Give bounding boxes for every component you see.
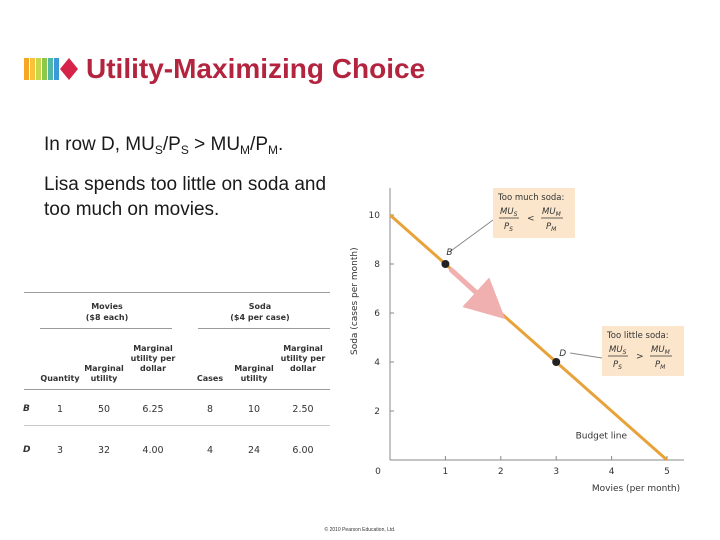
statement-line: In row D, MUS/PS > MUM/PM. (44, 134, 283, 157)
callout-heading: Too little soda: (606, 331, 669, 341)
row-divider (24, 425, 330, 426)
statement-sub: S (154, 143, 163, 157)
utility-table: Movies ($8 each) Soda ($4 per case) Quan… (20, 292, 330, 467)
cell-cases: 4 (206, 445, 214, 456)
cell-soda-mu: 10 (247, 404, 261, 415)
callout-den-right: PM (546, 222, 557, 233)
logo-bar-5 (48, 58, 53, 80)
col-movie-mupd: Marginal utility per dollar (130, 344, 176, 373)
logo-bar-6 (54, 58, 59, 80)
x-axis-label: Movies (per month) (592, 484, 680, 494)
callout-num-left: MUS (609, 345, 627, 356)
col-cases: Cases (196, 374, 224, 383)
cell-quantity: 3 (56, 445, 64, 456)
statement-part: . (278, 134, 284, 155)
copyright-footer: © 2010 Pearson Education, Ltd. (324, 527, 396, 533)
callout-box (602, 326, 684, 376)
col-quantity: Quantity (40, 374, 80, 383)
row-label: B (23, 404, 30, 414)
callout-leader-b (449, 219, 494, 253)
logo-bar-4 (42, 58, 47, 80)
x-tick-label: 4 (609, 467, 615, 477)
x-tick-label: 0 (375, 467, 381, 477)
chart-points: BD (441, 248, 566, 366)
callout-heading: Too much soda: (497, 193, 564, 203)
cell-soda-mu: 24 (247, 445, 261, 456)
x-tick-label: 3 (553, 467, 559, 477)
statement-sub: M (240, 143, 251, 157)
callout-operator: < (527, 214, 535, 224)
soda-group-header: Soda (248, 302, 272, 311)
budget-line-chart: Soda (cases per month) Movies (per month… (350, 188, 684, 494)
x-tick-label: 2 (498, 467, 504, 477)
y-tick-label: 4 (374, 358, 380, 368)
cell-movie-mupd: 4.00 (142, 445, 164, 456)
movies-group-rule (40, 328, 172, 329)
col-soda-mu: Marginal utility (234, 364, 274, 383)
y-tick-label: 10 (369, 211, 381, 221)
soda-group-rule (198, 328, 330, 329)
callout-too-much: Too much soda: MUS PS < MUM PM (493, 188, 575, 238)
statement-part: /P (162, 134, 181, 155)
callout-too-little: Too little soda: MUS PS > MUM PM (602, 326, 684, 376)
callout-den-left: PS (504, 222, 513, 233)
title-logo-icon (24, 58, 78, 80)
cell-movie-mu: 50 (97, 404, 111, 415)
movies-group-header: Movies (91, 302, 123, 311)
point-label: D (559, 349, 566, 359)
logo-bar-1 (24, 58, 29, 80)
logo-bar-3 (36, 58, 41, 80)
callout-num-left: MUS (500, 207, 518, 218)
explanation-paragraph: Lisa spends too little on soda and too m… (44, 174, 327, 220)
callout-num-right: MUM (651, 345, 671, 356)
statement-sub: M (268, 143, 278, 157)
budget-line-label: Budget line (576, 432, 628, 442)
y-tick-label: 6 (374, 309, 380, 319)
statement-part: /P (250, 134, 268, 155)
cell-quantity: 1 (56, 404, 64, 415)
cell-movie-mu: 32 (97, 445, 111, 456)
callout-box (493, 188, 575, 238)
logo-bar-2 (30, 58, 35, 80)
movement-arrow (448, 267, 506, 320)
callout-num-right: MUM (542, 207, 562, 218)
x-tick-label: 5 (664, 467, 670, 477)
point-d (552, 358, 561, 366)
cell-cases: 8 (206, 404, 214, 415)
y-tick-label: 2 (374, 407, 380, 417)
cell-soda-mupd: 2.50 (292, 404, 314, 415)
cell-soda-mupd: 6.00 (292, 445, 314, 456)
point-b (441, 260, 450, 268)
table-top-rule (24, 292, 330, 293)
col-movie-mu: Marginal utility (84, 364, 124, 383)
callout-den-left: PS (613, 360, 622, 371)
header-bottom-rule (24, 389, 330, 390)
budget-line (389, 213, 668, 462)
x-tick-label: 1 (443, 467, 449, 477)
soda-price: ($4 per case) (230, 313, 290, 322)
point-label: B (446, 248, 452, 258)
cell-movie-mupd: 6.25 (142, 404, 164, 415)
callout-leader-d (570, 352, 603, 359)
statement-part: In row D, MU (44, 134, 155, 155)
y-axis-label: Soda (cases per month) (350, 247, 360, 355)
col-soda-mupd: Marginal utility per dollar (280, 344, 326, 373)
callout-den-right: PM (655, 360, 666, 371)
callout-operator: > (636, 352, 644, 362)
slide-title: Utility-Maximizing Choice (86, 53, 426, 84)
statement-part: > MU (188, 134, 241, 155)
y-tick-label: 8 (374, 260, 380, 270)
statement-sub: S (180, 143, 189, 157)
logo-diamond (60, 58, 78, 80)
row-label: D (23, 445, 31, 455)
movies-price: ($8 each) (85, 313, 129, 322)
